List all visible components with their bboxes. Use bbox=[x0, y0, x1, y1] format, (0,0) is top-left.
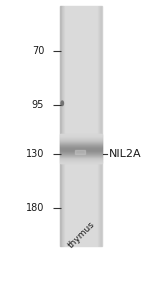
Bar bbox=[75, 149, 85, 153]
Bar bbox=[60, 149, 102, 150]
Bar bbox=[60, 154, 102, 155]
Bar bbox=[60, 137, 102, 138]
Bar bbox=[99, 6, 100, 246]
Bar bbox=[60, 6, 64, 246]
Bar bbox=[97, 6, 98, 246]
Bar bbox=[60, 152, 102, 153]
Bar bbox=[60, 153, 102, 154]
Bar bbox=[60, 6, 63, 246]
Bar bbox=[60, 147, 102, 148]
Bar bbox=[60, 6, 61, 246]
Bar bbox=[60, 156, 102, 157]
Bar bbox=[60, 155, 102, 156]
Circle shape bbox=[61, 101, 63, 106]
Bar bbox=[60, 151, 102, 152]
Bar bbox=[60, 157, 102, 158]
Bar bbox=[60, 139, 102, 140]
Bar bbox=[60, 138, 102, 139]
Text: 95: 95 bbox=[32, 100, 44, 110]
Bar bbox=[60, 162, 102, 163]
Bar bbox=[60, 135, 102, 136]
Bar bbox=[60, 6, 65, 246]
Text: thymus: thymus bbox=[67, 220, 97, 250]
Bar bbox=[60, 6, 63, 246]
Bar bbox=[60, 140, 102, 141]
Bar bbox=[60, 134, 102, 135]
Bar bbox=[60, 6, 61, 246]
Bar bbox=[60, 143, 102, 144]
Text: NIL2A: NIL2A bbox=[109, 149, 141, 159]
Bar bbox=[98, 6, 99, 246]
Bar bbox=[60, 142, 102, 143]
Text: 180: 180 bbox=[26, 203, 44, 213]
Text: 130: 130 bbox=[26, 149, 44, 159]
Bar bbox=[60, 161, 102, 162]
Bar bbox=[60, 163, 102, 164]
Bar bbox=[60, 158, 102, 159]
Bar bbox=[60, 160, 102, 161]
Bar bbox=[60, 141, 102, 142]
Text: 70: 70 bbox=[32, 46, 44, 56]
Bar bbox=[60, 146, 102, 147]
Bar bbox=[60, 159, 102, 160]
Bar bbox=[60, 150, 102, 151]
Bar bbox=[100, 6, 101, 246]
Bar bbox=[60, 136, 102, 137]
Bar bbox=[60, 6, 102, 246]
Bar bbox=[60, 148, 102, 149]
Bar bbox=[101, 6, 102, 246]
Bar bbox=[60, 6, 64, 246]
Bar bbox=[60, 144, 102, 145]
Bar bbox=[60, 6, 62, 246]
